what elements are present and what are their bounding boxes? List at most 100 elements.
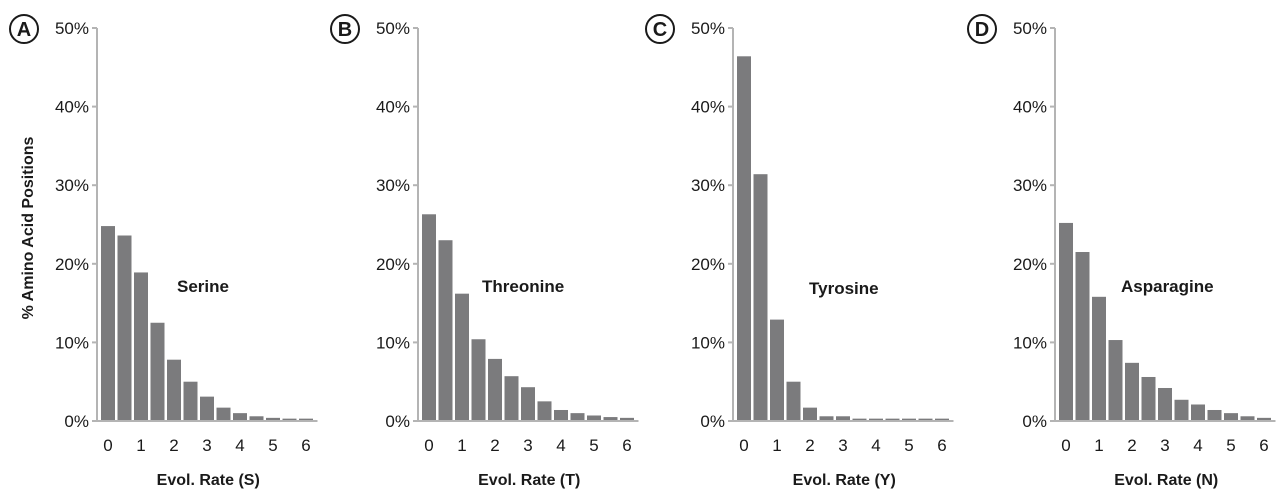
x-tick-label: 3 [1160,436,1169,455]
bar [1141,376,1156,421]
y-tick-label: 30% [55,176,89,195]
y-tick-label: 50% [691,19,725,38]
y-tick-label: 20% [55,255,89,274]
x-tick-label: 6 [301,436,310,455]
x-tick-label: 0 [103,436,112,455]
bar [422,214,436,421]
bar [216,407,231,421]
bar [249,416,264,421]
bar [167,359,181,421]
x-tick-label: 2 [169,436,178,455]
bar [233,413,247,421]
y-tick-label: 50% [1013,19,1047,38]
bar [918,418,933,421]
x-tick-label: 1 [136,436,145,455]
x-tick-label: 2 [1127,436,1136,455]
bar [819,416,834,421]
y-tick-label: 10% [376,333,410,352]
bar [299,418,313,421]
x-tick-label: 0 [1061,436,1070,455]
x-tick-label: 4 [556,436,565,455]
x-tick-label: 5 [268,436,277,455]
bar [737,56,751,422]
bar [770,319,784,421]
y-axis-label: % Amino Acid Positions [20,136,37,319]
panel-letter: B [338,19,352,41]
bar [1224,413,1238,421]
series-label: Threonine [482,277,564,296]
y-tick-label: 0% [385,412,410,431]
y-tick-label: 40% [55,98,89,117]
y-tick-label: 0% [700,412,725,431]
x-tick-label: 0 [739,436,748,455]
series-label: Tyrosine [809,279,879,298]
x-tick-label: 6 [622,436,631,455]
bar [266,417,280,421]
bar [537,401,552,421]
y-tick-label: 10% [691,333,725,352]
bar [935,418,949,421]
x-tick-label: 3 [523,436,532,455]
x-tick-label: 5 [904,436,913,455]
x-axis-label: Evol. Rate (T) [478,472,580,489]
bar [786,381,801,421]
bar [521,387,535,421]
bar [150,322,165,421]
x-tick-label: 1 [1094,436,1103,455]
x-tick-label: 6 [937,436,946,455]
x-tick-label: 3 [202,436,211,455]
bar [1059,222,1073,421]
x-tick-label: 1 [457,436,466,455]
x-tick-label: 6 [1259,436,1268,455]
y-tick-label: 0% [1022,412,1047,431]
x-tick-label: 2 [490,436,499,455]
bar [200,396,214,421]
bar [902,418,916,421]
y-tick-label: 0% [64,412,89,431]
bar [455,293,469,421]
y-tick-label: 40% [376,98,410,117]
panel-letter: C [653,19,667,41]
y-tick-label: 20% [691,255,725,274]
bar [183,381,198,421]
bar [836,416,850,421]
panel-letter-circle [9,14,39,44]
x-tick-label: 1 [772,436,781,455]
bar [1158,387,1172,421]
x-tick-label: 2 [805,436,814,455]
y-tick-label: 30% [376,176,410,195]
bar [1207,409,1222,421]
x-tick-label: 5 [589,436,598,455]
x-tick-label: 0 [424,436,433,455]
y-tick-label: 50% [55,19,89,38]
bar [1075,252,1090,421]
bar [471,339,486,421]
bar [1125,362,1139,421]
bar [1108,340,1123,421]
x-tick-label: 4 [871,436,880,455]
y-tick-label: 40% [1013,98,1047,117]
panel-letter-circle [645,14,675,44]
x-tick-label: 3 [838,436,847,455]
series-label: Serine [177,277,229,296]
series-label: Asparagine [1121,277,1214,296]
bar [1257,417,1271,421]
panel-letter: D [975,19,989,41]
bar [488,358,502,421]
bar [101,226,115,421]
x-axis-label: Evol. Rate (S) [157,472,260,489]
bar [1174,399,1189,421]
bar [1191,404,1205,421]
bar [869,418,883,421]
x-tick-label: 4 [1193,436,1202,455]
bar [282,418,297,421]
y-tick-label: 50% [376,19,410,38]
y-tick-label: 20% [376,255,410,274]
panel-letter-circle [330,14,360,44]
bar [603,417,618,421]
bar [753,174,768,421]
x-tick-label: 4 [235,436,244,455]
bar [554,409,568,421]
y-tick-label: 10% [55,333,89,352]
